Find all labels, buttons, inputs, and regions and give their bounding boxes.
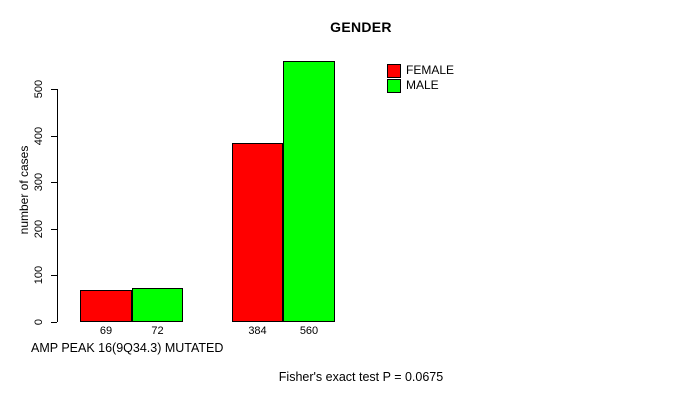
- bar: [283, 61, 335, 322]
- chart-title: GENDER: [330, 19, 392, 35]
- legend-label: MALE: [406, 78, 439, 92]
- y-axis-label: number of cases: [17, 145, 31, 235]
- legend-label: FEMALE: [406, 63, 455, 77]
- bar: [131, 288, 183, 322]
- y-axis-tick: [51, 89, 57, 90]
- y-axis-tick: [51, 228, 57, 230]
- y-axis-tick-label: 500: [33, 79, 45, 99]
- y-axis-tick-label: 300: [33, 173, 45, 192]
- y-axis-tick: [51, 275, 57, 277]
- y-axis-tick: [51, 135, 57, 137]
- legend-swatch: [387, 78, 401, 93]
- y-axis-tick: [51, 322, 57, 323]
- legend-item: MALE: [387, 78, 454, 93]
- y-axis-tick-label: 400: [33, 126, 45, 145]
- bar-value-label: 72: [151, 325, 164, 337]
- bar-value-label: 384: [248, 325, 267, 337]
- legend: FEMALE MALE: [387, 63, 455, 94]
- y-axis-tick: [51, 182, 57, 184]
- bar-value-label: 560: [299, 325, 319, 337]
- y-axis-tick-label: 0: [33, 318, 45, 326]
- footnote-text: Fisher's exact test P = 0.0675: [278, 370, 444, 384]
- bar: [80, 289, 132, 322]
- bar-value-label: 69: [99, 325, 113, 337]
- y-axis-tick-label: 100: [33, 266, 45, 285]
- legend-item: FEMALE: [387, 63, 455, 78]
- legend-swatch: [387, 63, 401, 78]
- bar: [231, 143, 283, 322]
- y-axis-line: [57, 89, 58, 322]
- y-axis-tick-label: 200: [33, 219, 45, 238]
- x-axis-label: AMP PEAK 16(9Q34.3) MUTATED: [31, 341, 224, 355]
